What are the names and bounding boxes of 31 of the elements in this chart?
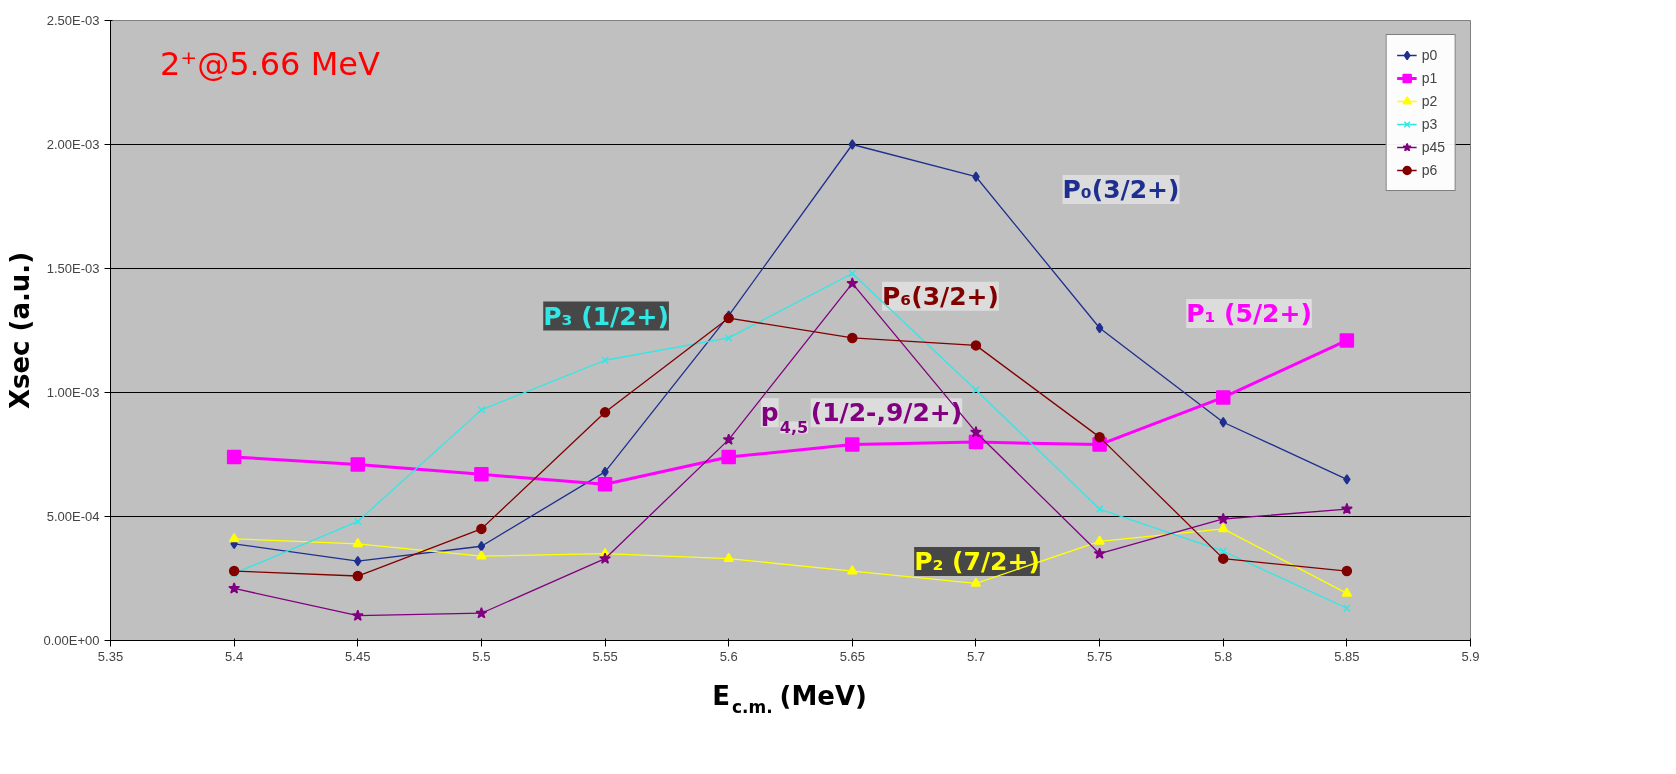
annotation: P₁ (5/2+) — [1186, 299, 1312, 329]
y-tick-label: 1.50E-03 — [46, 261, 100, 276]
x-tick-label: 5.45 — [345, 648, 371, 664]
x-tick-label: 5.65 — [839, 648, 865, 664]
x-tick-label: 5.55 — [592, 648, 618, 664]
x-tick-label: 5.5 — [472, 648, 491, 664]
x-tick-label: 5.85 — [1334, 648, 1360, 664]
x-tick-label: 5.8 — [1214, 648, 1233, 664]
annotation: 2⁺@5.66 MeV — [159, 44, 380, 83]
annotation: P₀(3/2+) — [1062, 175, 1180, 205]
legend-label: p0 — [1421, 47, 1439, 63]
x-tick-label: 5.4 — [225, 648, 244, 664]
legend-label: p6 — [1421, 162, 1439, 178]
y-tick-label: 0.00E+00 — [43, 633, 100, 648]
annotation: P₃ (1/2+) — [543, 301, 669, 331]
y-axis-title: Xsec (a.u.) — [5, 251, 36, 410]
x-tick-label: 5.9 — [1461, 648, 1480, 664]
y-tick-label: 2.50E-03 — [46, 13, 100, 28]
legend-label: p2 — [1421, 93, 1439, 109]
annotation: P₂ (7/2+) — [914, 547, 1040, 577]
x-tick-label: 5.35 — [97, 648, 124, 664]
annotation: P₆(3/2+) — [881, 281, 999, 311]
legend-label: p1 — [1421, 70, 1439, 86]
x-tick-label: 5.75 — [1086, 648, 1113, 664]
x-tick-label: 5.6 — [719, 648, 738, 664]
y-tick-label: 5.00E-04 — [46, 509, 100, 524]
legend-label: p3 — [1421, 116, 1439, 132]
y-tick-label: 2.00E-03 — [46, 137, 100, 152]
x-tick-label: 5.7 — [966, 648, 985, 664]
y-tick-label: 1.00E-03 — [46, 385, 100, 400]
legend-label: p45 — [1421, 139, 1445, 155]
